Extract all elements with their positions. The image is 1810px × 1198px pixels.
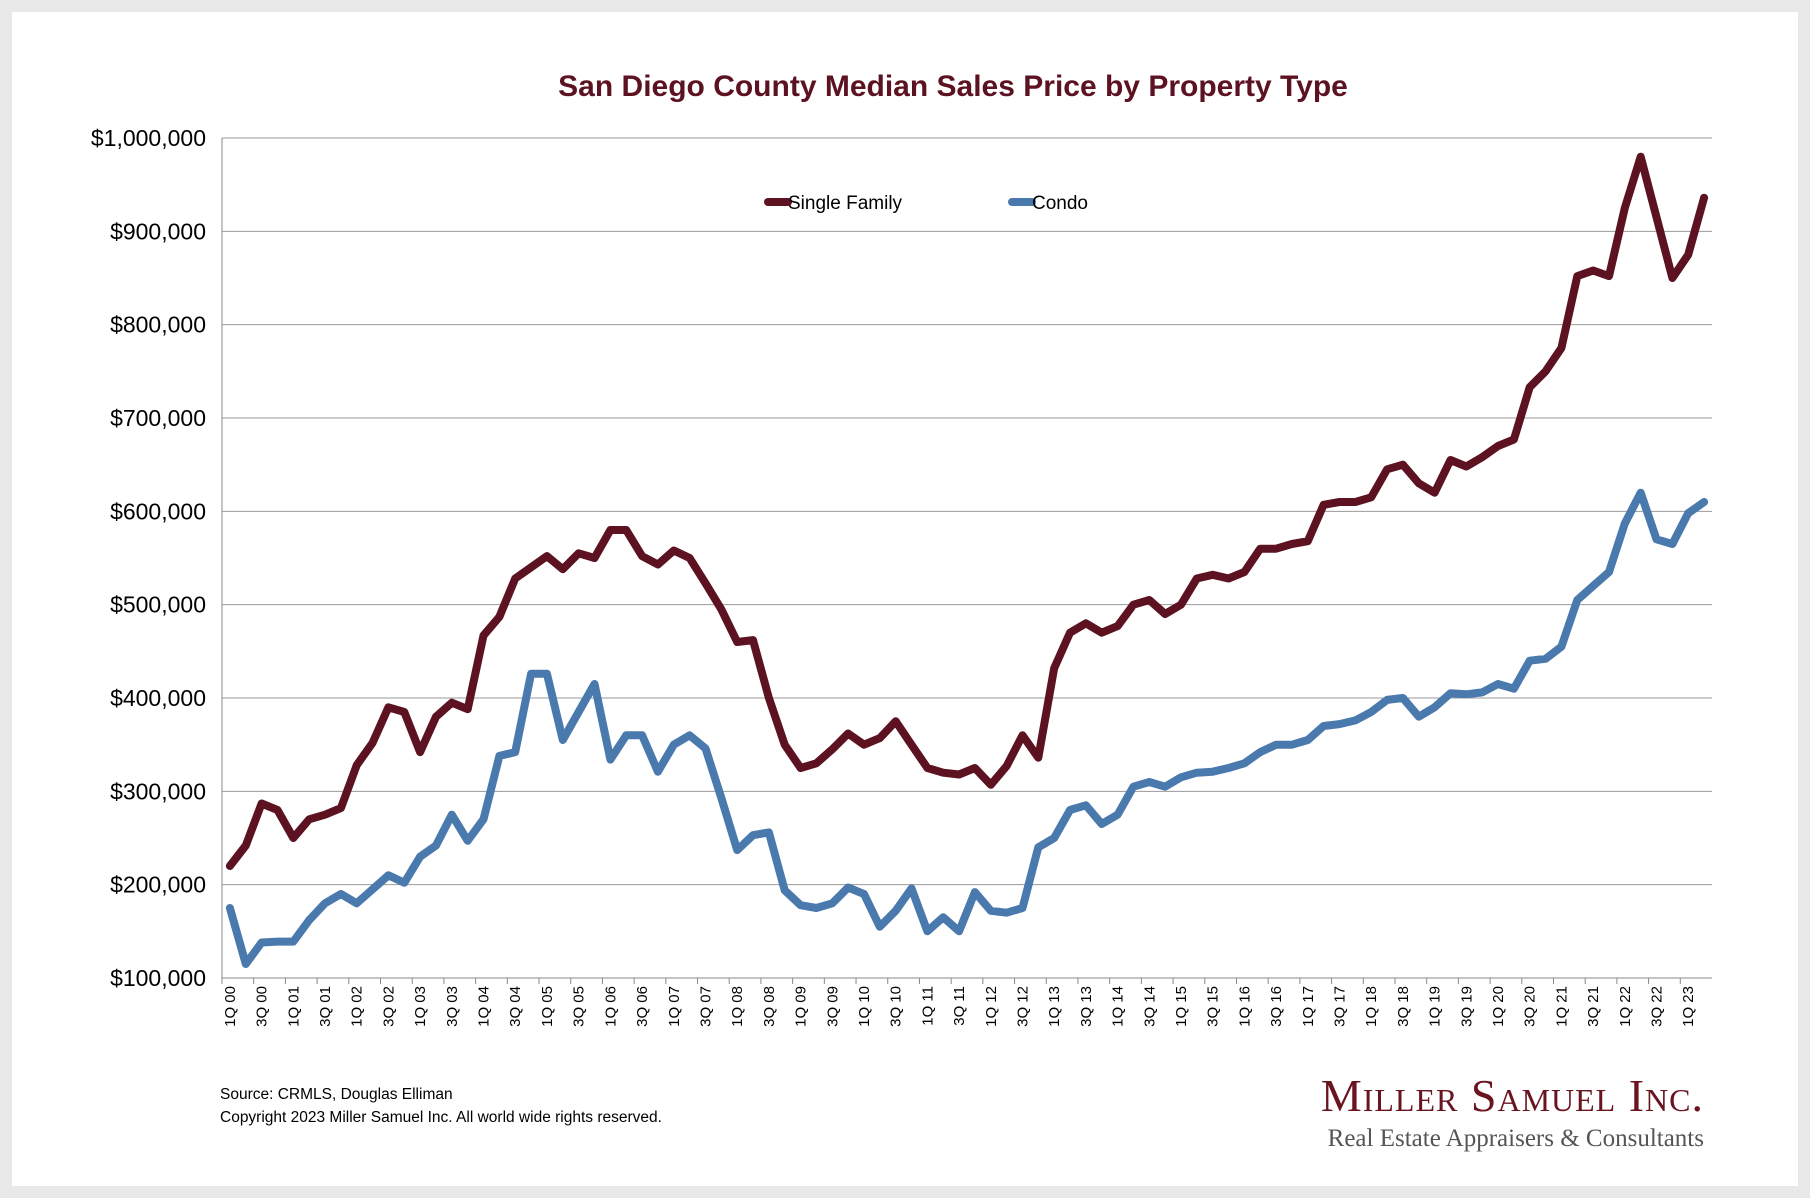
x-tick-label: 3Q 08 [761, 986, 778, 1027]
chart-title: San Diego County Median Sales Price by P… [558, 70, 1348, 103]
x-tick-label: 1Q 00 [222, 986, 239, 1027]
x-tick-label: 1Q 04 [476, 986, 493, 1027]
x-tick-label: 1Q 18 [1363, 986, 1380, 1027]
x-tick-label: 1Q 16 [1236, 986, 1253, 1027]
x-tick-label: 3Q 21 [1585, 986, 1602, 1027]
x-tick-label: 3Q 20 [1522, 986, 1539, 1027]
y-tick-label: $100,000 [110, 965, 206, 991]
source-text: Source: CRMLS, Douglas Elliman [220, 1086, 453, 1103]
source-note: Source: CRMLS, Douglas Elliman Copyright… [220, 1083, 662, 1129]
copyright-text: Copyright 2023 Miller Samuel Inc. All wo… [220, 1109, 662, 1126]
x-tick-label: 3Q 01 [317, 986, 334, 1027]
brand-tagline: Real Estate Appraisers & Consultants [1327, 1125, 1704, 1152]
brand-logo: Miller Samuel Inc. Real Estate Appraiser… [1321, 1070, 1704, 1156]
x-tick-label: 3Q 14 [1141, 986, 1158, 1027]
y-tick-label: $200,000 [110, 872, 206, 898]
x-tick-label: 3Q 00 [254, 986, 271, 1027]
x-tick-label: 1Q 14 [1110, 986, 1127, 1027]
brand-name: Miller Samuel Inc. [1320, 1070, 1704, 1121]
x-tick-label: 1Q 21 [1553, 986, 1570, 1027]
y-tick-label: $500,000 [110, 592, 206, 618]
x-tick-label: 3Q 04 [507, 986, 524, 1027]
y-tick-label: $1,000,000 [91, 125, 206, 151]
x-tick-label: 3Q 10 [888, 986, 905, 1027]
x-tick-label: 3Q 11 [951, 986, 968, 1026]
legend-label-single-family: Single Family [788, 193, 903, 214]
x-tick-label: 1Q 05 [539, 986, 556, 1027]
axes [221, 138, 1712, 984]
x-tick-label: 3Q 19 [1458, 986, 1475, 1027]
x-tick-label: 1Q 10 [856, 986, 873, 1027]
legend: Single Family Condo [764, 193, 1088, 214]
x-tick-label: 1Q 03 [412, 986, 429, 1027]
x-tick-label: 1Q 07 [666, 986, 683, 1027]
x-tick-label: 1Q 02 [349, 986, 366, 1027]
y-tick-label: $700,000 [110, 405, 206, 431]
x-axis-tick-labels: 1Q 00 3Q 00 1Q 01 3Q 01 1Q 02 3Q 02 1Q 03 3Q 03… [222, 986, 1697, 1027]
x-tick-label: 3Q 03 [444, 986, 461, 1027]
series-line-single-family [225, 152, 1709, 870]
x-tick-label: 1Q 17 [1300, 986, 1317, 1027]
x-tick-label: 3Q 17 [1332, 986, 1349, 1027]
x-tick-label: 3Q 12 [1014, 986, 1031, 1027]
chart-frame: San Diego County Median Sales Price by P… [12, 12, 1798, 1186]
series-lines [225, 152, 1709, 968]
x-tick-label: 3Q 22 [1649, 986, 1666, 1027]
x-tick-label: 3Q 05 [571, 986, 588, 1027]
x-tick-label: 1Q 08 [729, 986, 746, 1027]
x-tick-label: 3Q 06 [634, 986, 651, 1027]
x-tick-label: 3Q 16 [1268, 986, 1285, 1027]
x-tick-label: 1Q 01 [285, 986, 302, 1027]
x-tick-label: 1Q 23 [1680, 986, 1697, 1027]
x-tick-label: 1Q 15 [1173, 986, 1190, 1027]
y-tick-label: $300,000 [110, 778, 206, 804]
x-tick-label: 3Q 02 [380, 986, 397, 1027]
x-tick-label: 1Q 09 [793, 986, 810, 1027]
legend-label-condo: Condo [1032, 193, 1088, 214]
x-tick-label: 3Q 15 [1205, 986, 1222, 1027]
x-tick-label: 1Q 22 [1617, 986, 1634, 1027]
x-tick-label: 1Q 11 [919, 986, 936, 1026]
x-tick-label: 3Q 09 [824, 986, 841, 1027]
chart: San Diego County Median Sales Price by P… [91, 70, 1712, 1027]
x-tick-label: 3Q 18 [1395, 986, 1412, 1027]
x-tick-label: 1Q 06 [602, 986, 619, 1027]
y-tick-label: $600,000 [110, 498, 206, 524]
y-tick-label: $400,000 [110, 685, 206, 711]
y-tick-label: $800,000 [110, 312, 206, 338]
x-tick-label: 1Q 19 [1427, 986, 1444, 1027]
series-line-condo [225, 488, 1709, 968]
x-tick-label: 1Q 20 [1490, 986, 1507, 1027]
x-tick-label: 1Q 12 [983, 986, 1000, 1027]
x-tick-label: 1Q 13 [1046, 986, 1063, 1027]
y-tick-label: $900,000 [110, 218, 206, 244]
y-axis-tick-labels: $100,000 $200,000 $300,000 $400,000 $500,000… [91, 125, 206, 991]
x-tick-label: 3Q 13 [1078, 986, 1095, 1027]
x-tick-label: 3Q 07 [697, 986, 714, 1027]
